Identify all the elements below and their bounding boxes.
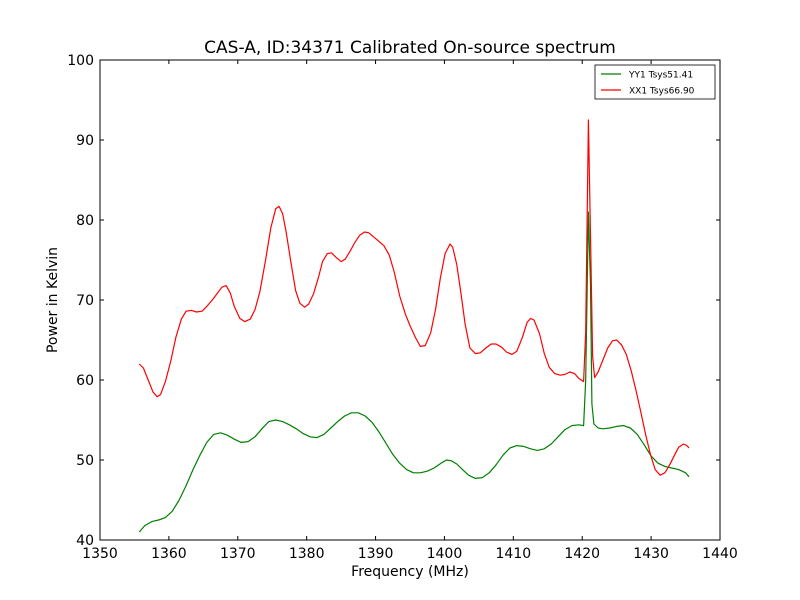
- legend-label-xx1: XX1 Tsys66.90: [629, 87, 695, 97]
- y-tick-label: 80: [76, 213, 94, 229]
- legend: YY1 Tsys51.41 XX1 Tsys66.90: [594, 64, 716, 100]
- x-tick-label: 1440: [702, 546, 738, 562]
- x-tick-label: 1430: [633, 546, 669, 562]
- ticks-layer: 1350 1360 1370 1380 1390 1400 1410 1420 1430 1440…: [67, 53, 738, 562]
- y-tick-label: 40: [76, 533, 94, 549]
- plot-area: [100, 60, 720, 540]
- x-tick-label: 1360: [151, 546, 187, 562]
- series-line-yy1: [138, 211, 690, 533]
- legend-label-yy1: YY1 Tsys51.41: [628, 71, 693, 81]
- y-axis-label: Power in Kelvin: [45, 247, 61, 353]
- x-tick-label: 1370: [220, 546, 256, 562]
- chart-title: CAS-A, ID:34371 Calibrated On-source spe…: [204, 38, 616, 58]
- series-line-xx1: [138, 119, 690, 476]
- series-layer: [138, 119, 690, 533]
- x-tick-label: 1420: [564, 546, 600, 562]
- y-tick-label: 90: [76, 133, 94, 149]
- y-tick-label: 70: [76, 293, 94, 309]
- legend-box: [594, 64, 716, 100]
- plot-frame: [99, 59, 721, 541]
- x-axis-label: Frequency (MHz): [351, 564, 469, 580]
- x-tick-label: 1380: [289, 546, 325, 562]
- x-tick-label: 1350: [82, 546, 118, 562]
- y-tick-label: 50: [76, 453, 94, 469]
- x-tick-label: 1400: [427, 546, 463, 562]
- x-tick-label: 1390: [358, 546, 394, 562]
- x-tick-label: 1410: [496, 546, 532, 562]
- y-tick-label: 60: [76, 373, 94, 389]
- y-tick-label: 100: [67, 53, 94, 69]
